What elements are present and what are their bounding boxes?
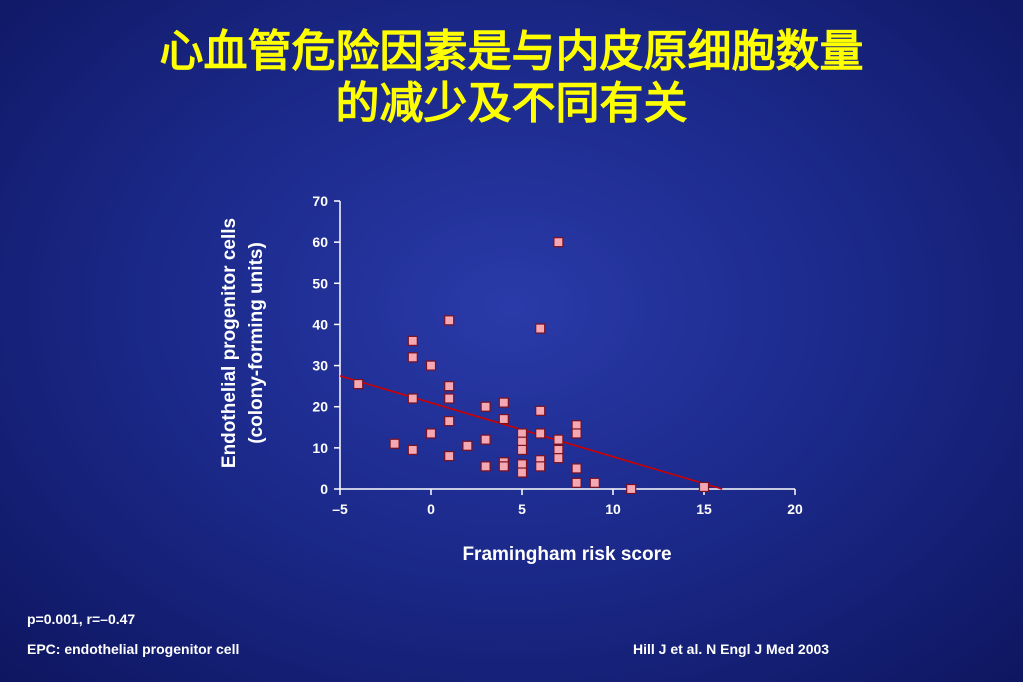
regression-line-group xyxy=(339,375,723,490)
data-point xyxy=(553,453,564,464)
y-axis-label: Endothelial progenitor cells (colony-for… xyxy=(219,218,267,468)
y-axis-label-line-1: Endothelial progenitor cells xyxy=(219,218,240,468)
data-point xyxy=(407,393,418,404)
data-point xyxy=(553,434,564,445)
y-axis-label-line-2: (colony-forming units) xyxy=(246,242,267,444)
y-tick-label: 70 xyxy=(312,193,328,209)
data-point xyxy=(516,467,528,478)
data-point xyxy=(425,428,437,439)
data-point xyxy=(407,335,418,346)
statistics-text: p=0.001, r=–0.47 xyxy=(27,611,136,627)
slide-title-line-2: 的减少及不同有关 xyxy=(335,78,688,129)
data-points xyxy=(353,237,710,495)
x-tick-label: 15 xyxy=(696,501,712,517)
data-point xyxy=(480,461,491,472)
data-point xyxy=(498,413,509,425)
data-point xyxy=(480,434,491,445)
data-point xyxy=(571,428,582,439)
y-tick-label: 50 xyxy=(312,275,328,291)
data-point xyxy=(698,481,710,493)
y-tick-label: 0 xyxy=(320,481,328,497)
citation-text: Hill J et al. N Engl J Med 2003 xyxy=(633,641,830,657)
footnote-text: EPC: endothelial progenitor cell xyxy=(27,641,240,657)
data-point xyxy=(444,450,455,462)
data-point xyxy=(535,461,546,472)
data-point xyxy=(571,477,582,488)
data-point xyxy=(407,352,418,363)
y-tick-label: 40 xyxy=(312,316,328,332)
data-point xyxy=(626,483,637,495)
y-tick-label: 10 xyxy=(312,440,328,456)
x-tick-label: 0 xyxy=(427,501,435,517)
x-axis-label: Framingham risk score xyxy=(462,544,671,565)
x-tick-label: 5 xyxy=(518,501,526,517)
y-tick-label: 60 xyxy=(312,234,328,250)
data-point xyxy=(535,428,546,439)
x-tick-label: 20 xyxy=(787,501,803,517)
y-tick-label: 20 xyxy=(312,399,328,415)
data-point xyxy=(462,440,473,451)
slide-title-line-1: 心血管危险因素是与内皮原细胞数量 xyxy=(159,26,864,77)
regression-line xyxy=(339,375,723,490)
x-tick-label: 10 xyxy=(605,501,621,517)
data-point xyxy=(389,438,400,449)
data-point xyxy=(444,381,455,392)
data-point xyxy=(353,378,364,390)
data-point xyxy=(535,323,546,334)
data-point xyxy=(553,237,564,248)
data-point xyxy=(498,461,509,472)
data-point xyxy=(480,401,491,412)
data-point xyxy=(535,405,546,416)
data-point xyxy=(589,477,600,488)
y-tick-label: 30 xyxy=(312,358,328,374)
data-point xyxy=(425,360,437,371)
data-point xyxy=(444,393,455,404)
data-point xyxy=(444,416,455,427)
x-tick-label: –5 xyxy=(332,501,348,517)
slide-title: 心血管危险因素是与内皮原细胞数量 的减少及不同有关 xyxy=(0,26,1023,130)
data-point xyxy=(516,444,528,456)
data-point xyxy=(498,397,509,408)
data-point xyxy=(444,315,455,326)
data-point xyxy=(407,444,418,456)
data-point xyxy=(571,463,582,474)
